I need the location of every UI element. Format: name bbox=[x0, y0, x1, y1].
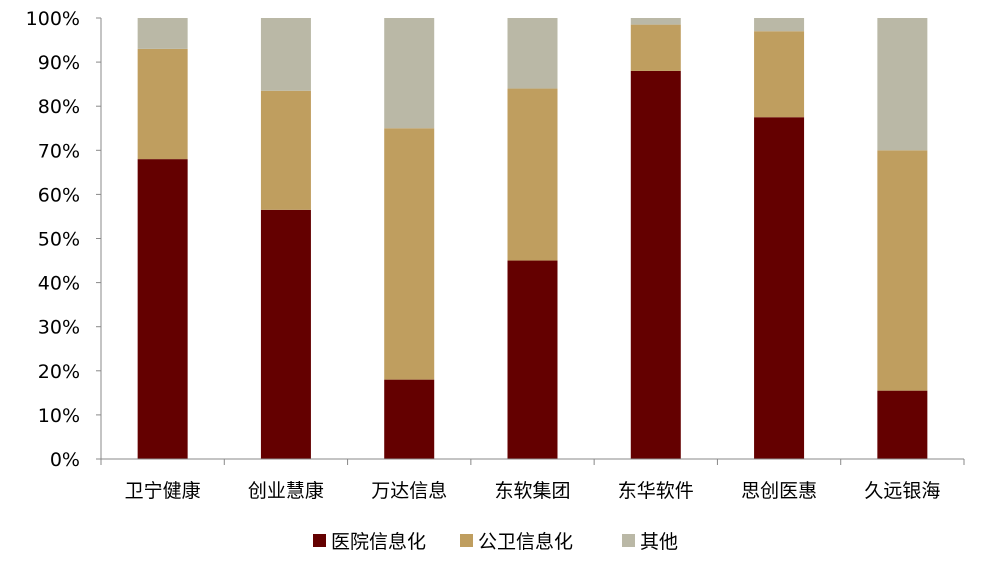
x-tick-label: 东华软件 bbox=[618, 480, 694, 502]
y-tick-label: 60% bbox=[38, 184, 80, 206]
bar-segment-1 bbox=[260, 90, 311, 210]
y-tick-label: 100% bbox=[26, 8, 80, 30]
bar-segment-1 bbox=[507, 88, 558, 261]
y-tick-label: 30% bbox=[38, 317, 80, 339]
bar-segment-0 bbox=[384, 379, 435, 459]
bar-segment-1 bbox=[137, 48, 188, 160]
legend-swatch bbox=[460, 534, 473, 547]
y-tick-label: 70% bbox=[38, 140, 80, 162]
x-tick-label: 卫宁健康 bbox=[125, 480, 201, 502]
y-tick-label: 10% bbox=[38, 405, 80, 427]
x-tick-label: 万达信息 bbox=[371, 480, 447, 502]
y-tick-label: 20% bbox=[38, 361, 80, 383]
bar-segment-0 bbox=[630, 70, 681, 460]
bar-segment-0 bbox=[754, 117, 805, 459]
bar-segment-0 bbox=[260, 209, 311, 459]
bar-segment-2 bbox=[507, 18, 558, 89]
legend-swatch bbox=[313, 534, 326, 547]
bar-segment-1 bbox=[754, 31, 805, 118]
bar-segment-2 bbox=[754, 18, 805, 32]
bar-segment-2 bbox=[630, 18, 681, 25]
x-tick-label: 思创医惠 bbox=[741, 480, 817, 502]
bar-segment-1 bbox=[630, 24, 681, 71]
bar-segment-1 bbox=[384, 128, 435, 380]
bar-segment-1 bbox=[877, 150, 928, 391]
bar-segment-0 bbox=[137, 159, 188, 459]
bar-segment-2 bbox=[384, 18, 435, 129]
legend-swatch bbox=[622, 534, 635, 547]
x-tick-label: 东软集团 bbox=[494, 480, 570, 502]
y-tick-label: 50% bbox=[38, 229, 80, 251]
y-tick-label: 90% bbox=[38, 52, 80, 74]
legend-label: 其他 bbox=[640, 531, 678, 553]
x-tick-label: 久远银海 bbox=[864, 480, 940, 502]
y-tick-label: 80% bbox=[38, 96, 80, 118]
bar-segment-0 bbox=[877, 390, 928, 459]
bar-segment-0 bbox=[507, 260, 558, 459]
y-tick-label: 40% bbox=[38, 273, 80, 295]
bar-segment-2 bbox=[137, 18, 188, 49]
bar-segment-2 bbox=[260, 18, 311, 91]
legend-label: 医院信息化 bbox=[331, 531, 426, 553]
x-tick-label: 创业慧康 bbox=[248, 480, 324, 502]
bar-segment-2 bbox=[877, 18, 928, 151]
legend-label: 公卫信息化 bbox=[478, 531, 573, 553]
y-tick-label: 0% bbox=[50, 449, 80, 471]
